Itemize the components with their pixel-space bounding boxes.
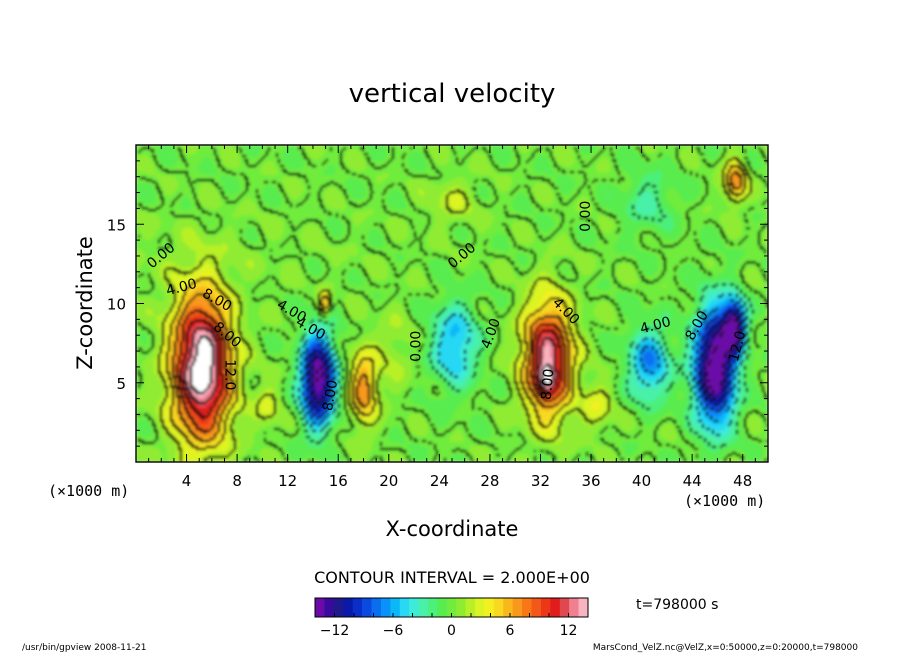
x-tick-label: 20: [379, 472, 398, 490]
colorbar-swatch: [475, 598, 486, 617]
contour-label: 12.0: [222, 359, 238, 390]
colorbar-swatch: [578, 598, 589, 617]
y-axis-label: Z-coordinate: [73, 236, 97, 370]
colorbar-tick-label: 12: [560, 623, 578, 639]
contour-label: 8.00: [320, 379, 341, 412]
time-label: t=798000 s: [636, 597, 718, 613]
contour-label: 0.00: [578, 201, 594, 232]
colorbar-swatch: [390, 598, 401, 617]
footer-left-text: /usr/bin/gpview 2008-11-21: [22, 643, 146, 653]
colorbar-swatch: [362, 598, 373, 617]
x-tick-label: 32: [531, 472, 550, 490]
colorbar-swatch: [343, 598, 354, 617]
y-tick-label: 5: [116, 375, 126, 393]
contour-interval-text: CONTOUR INTERVAL = 2.000E+00: [314, 568, 590, 587]
x-tick-label: 8: [232, 472, 242, 490]
chart-title: vertical velocity: [349, 79, 556, 109]
colorbar-swatch: [427, 598, 438, 617]
colorbar-swatch: [569, 598, 580, 617]
x-tick-label: 48: [733, 472, 752, 490]
x-tick-label: 24: [430, 472, 449, 490]
footer-right-text: MarsCond_VelZ.nc@VelZ,x=0:50000,z=0:2000…: [593, 643, 858, 653]
colorbar-tick-label: 0: [447, 623, 456, 639]
colorbar-swatch: [465, 598, 476, 617]
colorbar-tick-label: −12: [320, 623, 350, 639]
y-tick-label: 10: [107, 296, 126, 314]
colorbar-tick-label: 6: [506, 623, 515, 639]
colorbar-swatch: [531, 598, 542, 617]
heatmap-field: [136, 145, 768, 462]
colorbar-swatch: [522, 598, 533, 617]
x-tick-label: 4: [182, 472, 192, 490]
colorbar-swatch: [437, 598, 448, 617]
colorbar-tick-label: −6: [383, 623, 404, 639]
colorbar-swatch: [484, 598, 495, 617]
x-tick-label: 12: [278, 472, 297, 490]
colorbar-swatch: [550, 598, 561, 617]
colorbar-swatch: [315, 598, 326, 617]
contour-label: 4.00: [638, 314, 672, 338]
colorbar: [315, 598, 589, 617]
colorbar-swatch: [540, 598, 551, 617]
colorbar-swatch: [493, 598, 504, 617]
colorbar-swatch: [371, 598, 382, 617]
y-tick-label: 15: [107, 216, 126, 234]
colorbar-swatch: [418, 598, 429, 617]
x-unit-right: (×1000 m): [684, 492, 765, 510]
x-axis-label: X-coordinate: [386, 517, 519, 541]
colorbar-swatch: [512, 598, 523, 617]
colorbar-swatch: [333, 598, 344, 617]
colorbar-swatch: [559, 598, 570, 617]
colorbar-swatch: [399, 598, 410, 617]
contour-label: 4.00: [164, 276, 198, 300]
colorbar-swatch: [324, 598, 335, 617]
x-tick-label: 36: [581, 472, 600, 490]
colorbar-ticks: −12 −6 0 6 12: [320, 613, 578, 639]
x-tick-label: 28: [480, 472, 499, 490]
x-tick-label: 44: [683, 472, 702, 490]
contour-label: 12.0: [726, 329, 750, 363]
x-tick-label: 16: [329, 472, 348, 490]
x-unit-left: (×1000 m): [48, 482, 129, 500]
y-axis-ticks: 5 10 15: [107, 160, 768, 447]
colorbar-swatch: [456, 598, 467, 617]
contour-label: 0.00: [409, 331, 425, 362]
x-tick-label: 40: [632, 472, 651, 490]
colorbar-swatch: [380, 598, 391, 617]
heatmap-image: [136, 145, 768, 462]
colorbar-swatch: [409, 598, 420, 617]
colorbar-swatch: [503, 598, 514, 617]
x-axis-ticks: 4 8 12 16 20 24 28 32 36 40 44 48: [148, 145, 756, 490]
colorbar-swatch: [352, 598, 363, 617]
colorbar-swatch: [446, 598, 457, 617]
contour-label: 8.00: [539, 368, 558, 400]
